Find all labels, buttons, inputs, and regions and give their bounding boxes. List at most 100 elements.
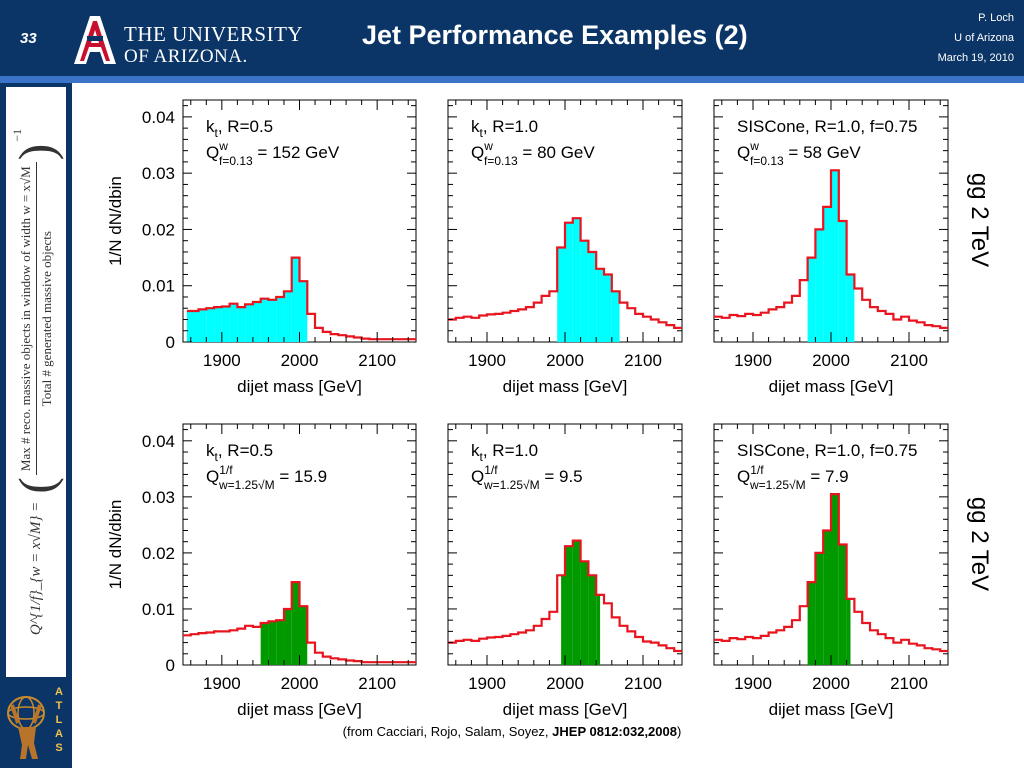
algorithm-label: kt, R=1.0	[471, 441, 538, 464]
filled-bin	[260, 622, 269, 665]
citation-prefix: (from Cacciari, Rojo, Salam, Soyez,	[342, 724, 553, 739]
filled-bin	[815, 229, 824, 342]
filled-bin	[846, 274, 855, 342]
filled-bin	[588, 251, 597, 342]
histogram-panel-6: 1900 2000 2100 dijet mass [GeV] SISCone, R=1…	[713, 423, 949, 719]
filled-bin	[245, 304, 253, 342]
x-axis-label: dijet mass [GeV]	[769, 377, 894, 396]
university-a-logo-icon	[74, 16, 116, 64]
quality-measure-label: Q1/f w=1.25√M = 9.5	[471, 463, 583, 492]
svg-text:L: L	[56, 714, 63, 726]
x-tick-label: 1900	[734, 351, 772, 370]
citation: (from Cacciari, Rojo, Salam, Soyez, JHEP…	[0, 724, 1024, 739]
filled-bin	[580, 561, 589, 665]
svg-text:A: A	[55, 686, 63, 698]
x-tick-label: 2100	[358, 351, 396, 370]
filled-bin	[283, 291, 292, 342]
filled-bin	[815, 552, 824, 665]
svg-text:S: S	[55, 742, 62, 754]
author-affiliation: U of Arizona	[954, 32, 1014, 44]
algorithm-label: kt, R=1.0	[471, 117, 538, 140]
y-tick-label: 0.03	[142, 164, 175, 183]
filled-bin	[807, 582, 816, 665]
filled-bin	[283, 608, 292, 665]
histogram-line	[186, 256, 416, 341]
algorithm-label: SISCone, R=1.0, f=0.75	[737, 441, 918, 460]
y-tick-label: 0.02	[142, 544, 175, 563]
filled-bin	[299, 281, 308, 342]
header-rule	[0, 76, 1024, 83]
quality-measure-label: Q1/f w=1.25√M = 7.9	[737, 463, 849, 492]
x-tick-label: 2000	[546, 674, 584, 693]
quality-measure-label: Qw f=0.13 = 58 GeV	[737, 139, 861, 168]
filled-bin	[260, 298, 269, 342]
histogram-panel-3: 1900 2000 2100 dijet mass [GeV] SISCone, R=1…	[713, 99, 949, 396]
filled-bin	[557, 247, 565, 342]
histogram-line	[714, 493, 948, 653]
filled-bin	[565, 222, 573, 342]
x-tick-label: 1900	[468, 674, 506, 693]
svg-text:A: A	[55, 728, 63, 740]
x-tick-label: 2100	[624, 674, 662, 693]
algorithm-label: kt, R=0.5	[206, 441, 273, 464]
x-axis-label: dijet mass [GeV]	[769, 700, 894, 719]
citation-suffix: )	[676, 724, 682, 739]
histogram-line	[448, 539, 682, 653]
x-tick-label: 2000	[812, 674, 850, 693]
presentation-date: March 19, 2010	[937, 52, 1014, 64]
x-tick-label: 1900	[734, 674, 772, 693]
x-tick-label: 2100	[624, 351, 662, 370]
filled-bin	[291, 582, 300, 665]
x-tick-label: 2100	[890, 351, 928, 370]
filled-bin	[838, 221, 847, 342]
filled-bin	[276, 620, 284, 665]
filled-bin	[572, 540, 581, 665]
filled-bin	[588, 575, 597, 665]
y-tick-label: 0	[166, 333, 175, 352]
filled-bin	[252, 302, 261, 342]
filled-bin	[596, 594, 601, 665]
university-name-line2: OF ARIZONA.	[124, 46, 248, 67]
filled-bin	[186, 311, 199, 342]
filled-bin	[596, 268, 604, 342]
filled-bin	[831, 170, 839, 342]
formula-panel	[6, 87, 66, 677]
y-tick-label: 0.03	[142, 488, 175, 507]
filled-bin	[291, 257, 300, 342]
slide-header: 33 THE UNIVERSITY OF ARIZONA. Jet Perfor…	[0, 0, 1024, 76]
x-tick-label: 2100	[890, 674, 928, 693]
y-tick-label: 0.04	[142, 432, 175, 451]
histogram-panel-5: 1900 2000 2100 dijet mass [GeV] kt, R=1.0Q1/…	[447, 423, 683, 719]
process-label-bottom: gg 2 TeV	[966, 496, 993, 592]
slide-title: Jet Performance Examples (2)	[362, 20, 748, 50]
quality-measure-label: Qw f=0.13 = 80 GeV	[471, 139, 595, 168]
filled-bin	[823, 530, 831, 665]
histogram-line	[448, 217, 682, 329]
author-name: P. Loch	[978, 12, 1014, 24]
x-tick-label: 2000	[812, 351, 850, 370]
quality-measure-label: Q1/f w=1.25√M = 15.9	[206, 463, 327, 492]
filled-bin	[268, 299, 277, 342]
filled-bin	[611, 291, 620, 342]
histogram-line	[183, 581, 416, 664]
filled-bin	[299, 606, 308, 665]
x-tick-label: 2000	[281, 674, 319, 693]
histogram-line	[714, 169, 948, 329]
x-tick-label: 2000	[281, 351, 319, 370]
histogram-panel-2: 1900 2000 2100 dijet mass [GeV] kt, R=1.0Qw f…	[447, 99, 683, 396]
filled-bin	[831, 494, 839, 665]
y-tick-label: 0.01	[142, 600, 175, 619]
filled-bin	[604, 274, 612, 342]
filled-bin	[214, 307, 222, 342]
filled-bin	[561, 575, 565, 665]
filled-bin	[565, 546, 573, 665]
y-tick-label: 0.02	[142, 220, 175, 239]
author-info: P. Loch U of Arizona March 19, 2010	[938, 8, 1014, 68]
y-axis-label: 1/N dN/dbin	[106, 176, 125, 266]
svg-text:T: T	[56, 700, 63, 712]
x-tick-label: 1900	[203, 674, 241, 693]
histogram-panel-1: 0 0.01 0.02 0.03 0.04 1900 2000 2100 dijet mass …	[106, 99, 417, 396]
y-tick-label: 0	[166, 656, 175, 675]
x-axis-label: dijet mass [GeV]	[237, 700, 362, 719]
